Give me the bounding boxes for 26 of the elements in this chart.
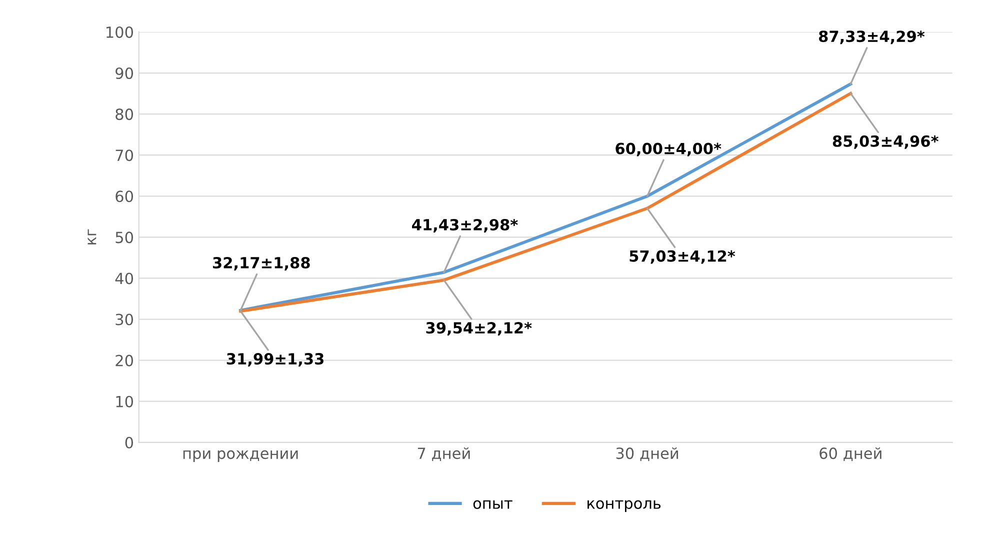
y-axis-title: кг (88, 229, 96, 244)
y-tick-label: 80 (116, 108, 134, 120)
legend-label: контроль (588, 500, 661, 512)
data-label: 41,43±2,98* (412, 218, 518, 232)
x-tick-label: при рождении (183, 450, 298, 462)
legend-label: опыт (473, 500, 512, 510)
y-tick-label: 90 (116, 67, 134, 80)
x-tick-label: 7 дней (418, 447, 470, 461)
data-label: 32,17±1,88 (213, 256, 310, 270)
y-tick-label: 40 (115, 272, 134, 284)
data-label: 57,03±4,12* (630, 250, 736, 264)
x-tick-label: 30 дней (616, 447, 678, 461)
y-tick-label: 30 (116, 314, 134, 326)
data-label: 87,33±4,29* (819, 30, 925, 44)
y-tick-label: 50 (116, 232, 134, 244)
y-tick-label: 20 (116, 354, 134, 366)
data-label: 60,00±4,00* (616, 142, 722, 156)
data-label: 39,54±2,12* (426, 322, 532, 336)
y-tick-label: 0 (125, 436, 134, 448)
y-tick-label: 60 (116, 190, 134, 202)
data-label: 31,99±1,33 (226, 353, 324, 367)
y-tick-label: 10 (116, 396, 134, 408)
x-tick-label: 60 дней (820, 447, 882, 461)
y-tick-label: 100 (106, 26, 134, 38)
y-tick-label: 70 (116, 150, 134, 162)
data-label: 85,03±4,96* (832, 135, 938, 149)
